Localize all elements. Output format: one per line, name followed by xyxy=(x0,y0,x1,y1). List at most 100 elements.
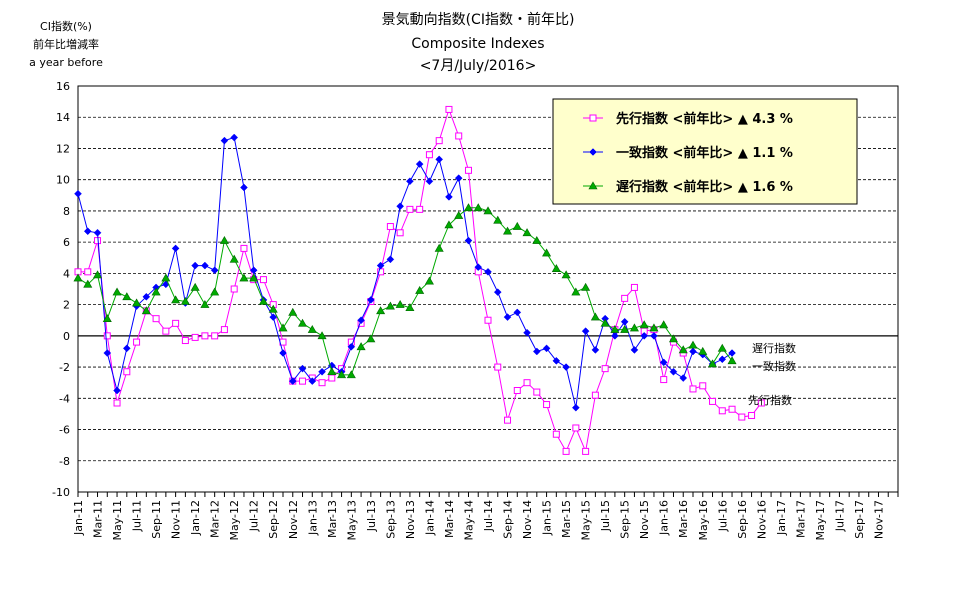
data-point xyxy=(679,374,688,382)
y-tick-label: -4 xyxy=(59,392,70,405)
data-point xyxy=(103,349,112,357)
data-point xyxy=(83,227,92,236)
data-point xyxy=(269,313,278,321)
data-point xyxy=(162,327,170,335)
data-point xyxy=(589,114,597,122)
data-point xyxy=(454,174,463,182)
data-point xyxy=(230,133,239,142)
x-tick-label: Jul-17 xyxy=(833,500,846,532)
data-point xyxy=(523,379,531,387)
x-tick-label: Mar-14 xyxy=(443,500,456,538)
y-tick-label: -6 xyxy=(59,424,70,437)
data-point xyxy=(464,166,472,174)
data-point xyxy=(562,447,570,455)
data-point xyxy=(200,300,210,308)
data-point xyxy=(210,287,220,296)
y-tick-label: 12 xyxy=(56,142,70,155)
data-point xyxy=(455,132,463,140)
x-tick-label: Nov-17 xyxy=(872,500,885,539)
legend-entries: 先行指数 <前年比> ▲ 4.3 % 一致指数 <前年比> ▲ 1.1 % 遅行指数… xyxy=(583,111,793,195)
data-point xyxy=(152,315,160,323)
data-point xyxy=(611,331,619,340)
series-3 xyxy=(73,203,737,379)
data-point xyxy=(259,276,267,284)
x-tick-label: Jul-16 xyxy=(716,500,729,532)
data-point xyxy=(444,220,454,229)
data-point xyxy=(366,334,376,343)
legend: 先行指数 <前年比> ▲ 4.3 % 一致指数 <前年比> ▲ 1.1 % 遅行指数… xyxy=(552,98,858,205)
data-point xyxy=(669,367,678,376)
data-point xyxy=(659,358,668,367)
data-point xyxy=(113,399,121,407)
data-point xyxy=(640,331,649,340)
y-axis-label-line2: 前年比増減率 xyxy=(33,37,99,51)
data-point xyxy=(474,263,483,271)
data-point xyxy=(533,388,541,396)
series-layer xyxy=(73,105,765,455)
x-tick-label: Jul-12 xyxy=(248,500,261,532)
data-point xyxy=(650,331,658,340)
data-point xyxy=(493,288,502,296)
x-tick-label: Jul-11 xyxy=(131,500,144,532)
data-point xyxy=(132,298,142,307)
chart-subtitle-date: <7月/July/2016> xyxy=(420,58,537,74)
data-point xyxy=(718,407,726,415)
data-point xyxy=(629,323,639,332)
data-point xyxy=(621,294,629,302)
x-tick-label: Mar-15 xyxy=(560,500,573,538)
x-tick-label: Nov-11 xyxy=(170,500,183,539)
data-point xyxy=(582,447,590,455)
data-point xyxy=(376,261,385,270)
data-point xyxy=(483,206,493,215)
x-tick-label: Jul-13 xyxy=(365,500,378,532)
x-tick-label: May-15 xyxy=(580,500,593,541)
y-tick-label: 0 xyxy=(63,330,70,343)
data-point xyxy=(562,363,570,371)
data-point xyxy=(395,300,405,308)
data-point xyxy=(288,307,298,316)
y-tick-label: 8 xyxy=(63,205,70,218)
data-point xyxy=(317,331,327,340)
data-point xyxy=(181,337,189,345)
x-tick-label: Nov-16 xyxy=(755,500,768,539)
y-tick-label: 14 xyxy=(56,111,70,124)
data-point xyxy=(504,416,512,424)
x-tick-label: May-17 xyxy=(814,500,827,541)
data-point xyxy=(103,332,111,340)
data-point xyxy=(201,332,209,340)
data-point xyxy=(503,226,513,235)
data-point xyxy=(122,344,131,353)
chart-subtitle-en: Composite Indexes xyxy=(411,36,544,52)
data-point xyxy=(367,296,375,304)
data-point xyxy=(396,229,404,237)
data-point xyxy=(84,268,92,276)
x-tick-label: Jan-16 xyxy=(658,500,671,536)
x-tick-label: Jul-15 xyxy=(599,500,612,532)
data-point xyxy=(386,255,395,264)
x-tick-label: Jan-12 xyxy=(189,500,202,536)
x-tick-label: Jan-14 xyxy=(423,500,436,536)
data-point xyxy=(415,285,425,294)
x-tick-label: Sep-16 xyxy=(736,500,749,539)
data-point xyxy=(445,105,453,113)
x-tick-label: May-14 xyxy=(462,500,475,541)
data-point xyxy=(551,264,561,273)
x-tick-label: Sep-17 xyxy=(853,500,866,539)
data-point xyxy=(512,221,522,230)
data-point xyxy=(279,349,287,357)
legend-label: 一致指数 <前年比> ▲ 1.1 % xyxy=(616,145,793,161)
x-tick-label: May-13 xyxy=(345,500,358,541)
data-point xyxy=(191,261,199,270)
data-point xyxy=(591,346,600,354)
data-point xyxy=(83,279,93,288)
data-point xyxy=(757,399,765,407)
data-point xyxy=(494,363,502,371)
x-tick-label: May-16 xyxy=(697,500,710,541)
data-point xyxy=(463,203,473,212)
data-point xyxy=(688,340,698,349)
y-tick-label: -10 xyxy=(52,486,70,499)
data-point xyxy=(337,370,347,379)
y-axis-label-line3: a year before xyxy=(29,56,103,69)
y-axis-label-line1: CI指数(%) xyxy=(40,19,92,33)
legend-label: 遅行指数 <前年比> ▲ 1.6 % xyxy=(616,179,793,195)
